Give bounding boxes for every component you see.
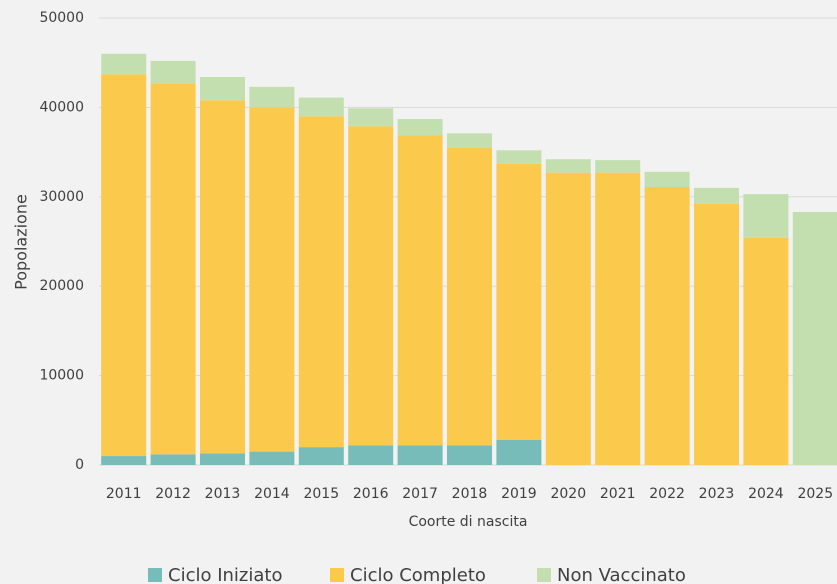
- x-tick-label: 2016: [353, 486, 389, 502]
- bar-segment: [150, 83, 196, 455]
- x-tick-label: 2022: [649, 486, 685, 502]
- bar-segment: [397, 119, 443, 136]
- bar-segment: [743, 237, 789, 465]
- bar-segment: [200, 77, 245, 101]
- bar-segment: [348, 126, 394, 446]
- x-tick-label: 2021: [600, 486, 636, 502]
- bar-segment: [496, 150, 542, 164]
- bar-segment: [101, 53, 147, 75]
- x-tick-label: 2013: [205, 486, 241, 502]
- bar-segment: [348, 108, 394, 127]
- legend-swatch: [148, 568, 162, 582]
- bar-segment: [595, 160, 641, 173]
- bar-segment: [298, 116, 344, 448]
- y-tick-label: 50000: [39, 10, 84, 26]
- bar-segment: [447, 147, 492, 446]
- bar-segment: [644, 171, 690, 187]
- bar-segment: [545, 172, 591, 466]
- bar-segment: [397, 135, 443, 446]
- bar-segment: [397, 445, 443, 465]
- bar-segment: [694, 203, 739, 465]
- x-axis-label: Coorte di nascita: [409, 514, 528, 530]
- bar-segment: [792, 211, 837, 465]
- bar-segment: [298, 97, 344, 117]
- legend-label: Ciclo Completo: [350, 565, 486, 584]
- x-tick-label: 2025: [797, 486, 833, 502]
- y-tick-label: 20000: [39, 278, 84, 294]
- bar-segment: [348, 445, 394, 465]
- x-tick-label: 2023: [699, 486, 735, 502]
- bar-segment: [496, 163, 542, 440]
- bar-segment: [249, 451, 295, 465]
- bar-segment: [200, 100, 245, 454]
- legend-label: Non Vaccinato: [557, 565, 686, 584]
- x-tick-label: 2020: [550, 486, 586, 502]
- legend-swatch: [330, 568, 344, 582]
- x-tick-label: 2011: [106, 486, 142, 502]
- y-axis-label: Popolazione: [12, 194, 31, 290]
- legend-swatch: [537, 568, 551, 582]
- x-tick-label: 2024: [748, 486, 784, 502]
- legend-label: Ciclo Iniziato: [168, 565, 282, 584]
- bar-segment: [694, 187, 739, 204]
- bar-segment: [644, 186, 690, 465]
- x-tick-label: 2014: [254, 486, 290, 502]
- bar-segment: [545, 159, 591, 173]
- x-tick-label: 2012: [155, 486, 191, 502]
- bar-segment: [496, 439, 542, 465]
- bar-segment: [447, 133, 492, 148]
- y-tick-label: 30000: [39, 189, 84, 205]
- bar-segment: [298, 447, 344, 465]
- bar-segment: [595, 172, 641, 466]
- y-tick-label: 10000: [39, 368, 84, 384]
- y-tick-label: 40000: [39, 99, 84, 115]
- bar-segment: [150, 60, 196, 84]
- bar-segment: [743, 194, 789, 238]
- bar-segment: [447, 445, 492, 465]
- bar-segment: [101, 456, 147, 465]
- x-tick-label: 2017: [402, 486, 438, 502]
- x-tick-label: 2018: [452, 486, 488, 502]
- bar-segment: [200, 453, 245, 465]
- bar-segment: [150, 454, 196, 465]
- bar-segment: [249, 86, 295, 108]
- x-tick-label: 2019: [501, 486, 537, 502]
- x-tick-label: 2015: [303, 486, 339, 502]
- bar-segment: [249, 107, 295, 452]
- y-tick-label: 0: [75, 457, 84, 473]
- bar-segment: [101, 74, 147, 457]
